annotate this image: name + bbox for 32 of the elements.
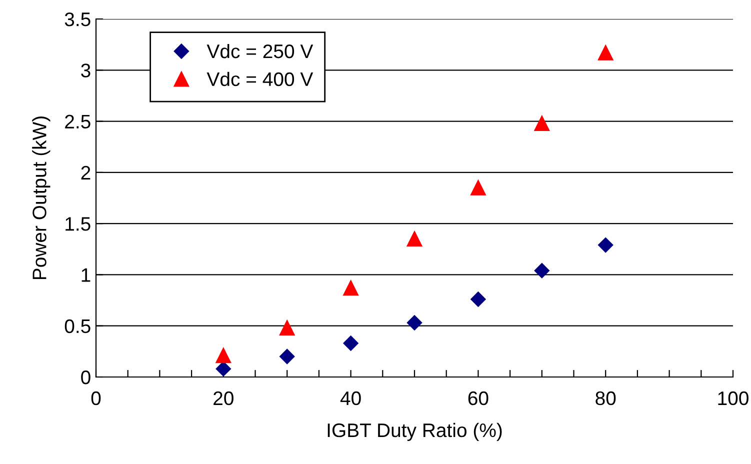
x-tick-label: 60 bbox=[468, 391, 488, 406]
x-tick-label: 20 bbox=[214, 391, 234, 406]
point bbox=[406, 231, 422, 247]
point bbox=[534, 263, 550, 278]
x-axis-title: IGBT Duty Ratio (%) bbox=[328, 422, 502, 442]
legend-label: Vdc = 400 V bbox=[206, 72, 314, 86]
y-tick-label: 0 bbox=[81, 370, 90, 384]
legend-label: Vdc = 250 V bbox=[206, 44, 314, 58]
y-tick-label: 2.5 bbox=[65, 114, 90, 129]
point bbox=[470, 180, 486, 196]
x-tick-label: 40 bbox=[340, 391, 361, 406]
point bbox=[343, 280, 358, 296]
point bbox=[280, 348, 295, 364]
y-tick-label: 1 bbox=[82, 268, 90, 282]
point bbox=[470, 292, 486, 307]
y-tick-label: 3 bbox=[81, 64, 90, 78]
point bbox=[216, 361, 231, 376]
point bbox=[598, 45, 614, 60]
point bbox=[534, 116, 550, 131]
point bbox=[406, 315, 422, 330]
point bbox=[598, 237, 614, 253]
y-tick-label: 2 bbox=[81, 166, 90, 180]
point bbox=[216, 348, 232, 364]
x-tick-label: 0 bbox=[91, 391, 101, 406]
point bbox=[343, 336, 358, 351]
point bbox=[279, 320, 295, 336]
x-tick-label: 80 bbox=[596, 391, 616, 406]
y-axis-title: Power Output (kW) bbox=[32, 116, 50, 280]
x-tick-label: 100 bbox=[718, 391, 748, 406]
y-tick-label: 3.5 bbox=[64, 12, 90, 26]
y-tick-label: 1.5 bbox=[66, 217, 90, 231]
y-tick-label: 0.5 bbox=[64, 319, 90, 334]
